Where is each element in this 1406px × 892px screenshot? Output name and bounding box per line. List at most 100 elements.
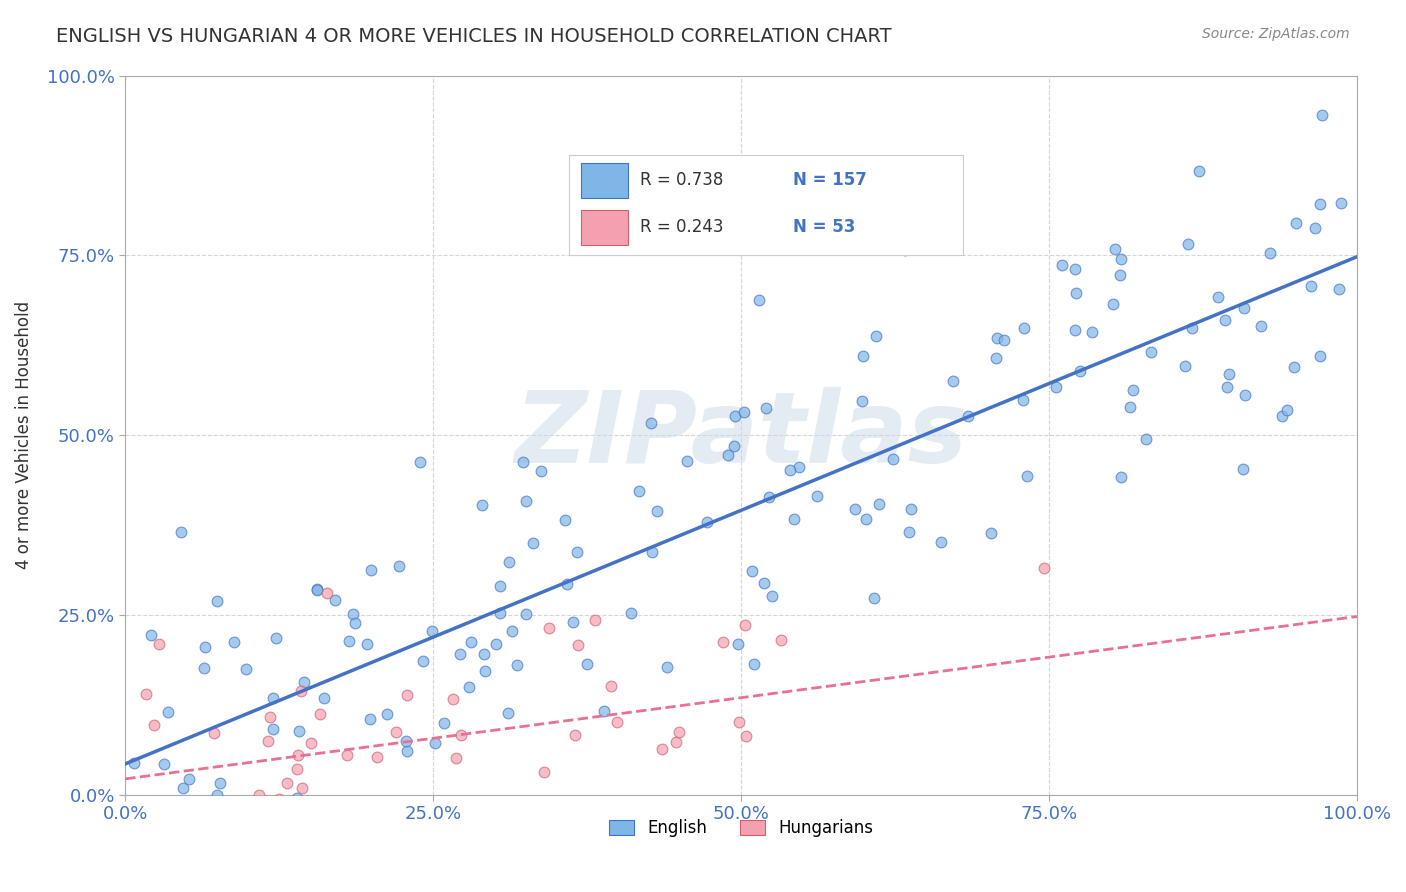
English — [565, 544, 588, 558]
English — [593, 704, 616, 718]
English — [1064, 323, 1087, 337]
English — [758, 490, 780, 504]
English — [1303, 221, 1326, 235]
Hungarians — [395, 688, 418, 702]
English — [159, 802, 181, 816]
Hungarians — [299, 736, 322, 750]
English — [1102, 297, 1125, 311]
English — [980, 526, 1002, 541]
English — [412, 654, 434, 668]
English — [1177, 237, 1199, 252]
English — [186, 802, 208, 816]
English — [395, 734, 418, 748]
Hungarians — [406, 802, 429, 816]
English — [122, 756, 145, 771]
Hungarians — [583, 613, 606, 627]
English — [862, 591, 884, 605]
English — [555, 577, 578, 591]
English — [340, 797, 363, 812]
English — [1181, 321, 1204, 335]
English — [1104, 242, 1126, 256]
English — [307, 583, 329, 598]
English — [865, 329, 887, 343]
English — [288, 723, 311, 738]
Hungarians — [564, 728, 586, 742]
English — [506, 657, 529, 672]
English — [748, 293, 770, 307]
English — [360, 563, 382, 577]
English — [489, 607, 512, 621]
Hungarians — [530, 802, 553, 816]
Hungarians — [222, 802, 245, 816]
English — [620, 606, 643, 620]
Hungarians — [651, 741, 673, 756]
English — [724, 409, 747, 424]
Hungarians — [202, 725, 225, 739]
English — [1271, 409, 1294, 423]
English — [1285, 216, 1308, 230]
English — [1069, 363, 1091, 377]
English — [312, 690, 335, 705]
Hungarians — [305, 802, 328, 816]
English — [465, 802, 488, 816]
English — [1233, 301, 1256, 315]
Hungarians — [247, 788, 270, 802]
Text: ENGLISH VS HUNGARIAN 4 OR MORE VEHICLES IN HOUSEHOLD CORRELATION CHART: ENGLISH VS HUNGARIAN 4 OR MORE VEHICLES … — [56, 27, 891, 45]
English — [1052, 258, 1074, 272]
English — [1015, 469, 1038, 483]
English — [515, 607, 537, 621]
English — [522, 536, 544, 550]
English — [139, 628, 162, 642]
Hungarians — [259, 710, 281, 724]
English — [474, 664, 496, 678]
English — [993, 333, 1015, 347]
Hungarians — [538, 621, 561, 635]
English — [235, 662, 257, 676]
English — [1299, 278, 1322, 293]
Hungarians — [143, 717, 166, 731]
English — [224, 635, 246, 649]
English — [744, 657, 766, 672]
English — [628, 483, 651, 498]
English — [205, 594, 228, 608]
Hungarians — [270, 802, 292, 816]
English — [640, 416, 662, 430]
English — [250, 802, 273, 816]
English — [741, 565, 763, 579]
English — [177, 772, 200, 786]
English — [1174, 359, 1197, 373]
English — [1012, 392, 1035, 407]
Hungarians — [315, 586, 337, 600]
Hungarians — [444, 751, 467, 765]
Text: ZIPatlas: ZIPatlas — [515, 386, 967, 483]
Text: Source: ZipAtlas.com: Source: ZipAtlas.com — [1202, 27, 1350, 41]
English — [471, 498, 494, 512]
English — [460, 635, 482, 649]
English — [193, 661, 215, 675]
English — [676, 454, 699, 468]
Hungarians — [336, 748, 359, 763]
English — [472, 647, 495, 661]
Hungarians — [474, 802, 496, 816]
English — [1260, 246, 1282, 260]
English — [942, 375, 965, 389]
English — [1109, 470, 1132, 484]
English — [433, 716, 456, 731]
English — [1234, 388, 1257, 402]
Hungarians — [153, 802, 176, 816]
English — [761, 589, 783, 603]
Hungarians — [276, 776, 298, 790]
Hungarians — [290, 684, 312, 698]
English — [325, 593, 347, 607]
Hungarians — [770, 633, 793, 648]
English — [1216, 380, 1239, 394]
English — [1081, 325, 1104, 339]
English — [562, 615, 585, 630]
English — [984, 351, 1007, 365]
English — [894, 243, 917, 257]
Hungarians — [316, 802, 339, 816]
English — [153, 756, 176, 771]
English — [1330, 196, 1353, 211]
English — [1135, 432, 1157, 446]
English — [723, 439, 745, 453]
